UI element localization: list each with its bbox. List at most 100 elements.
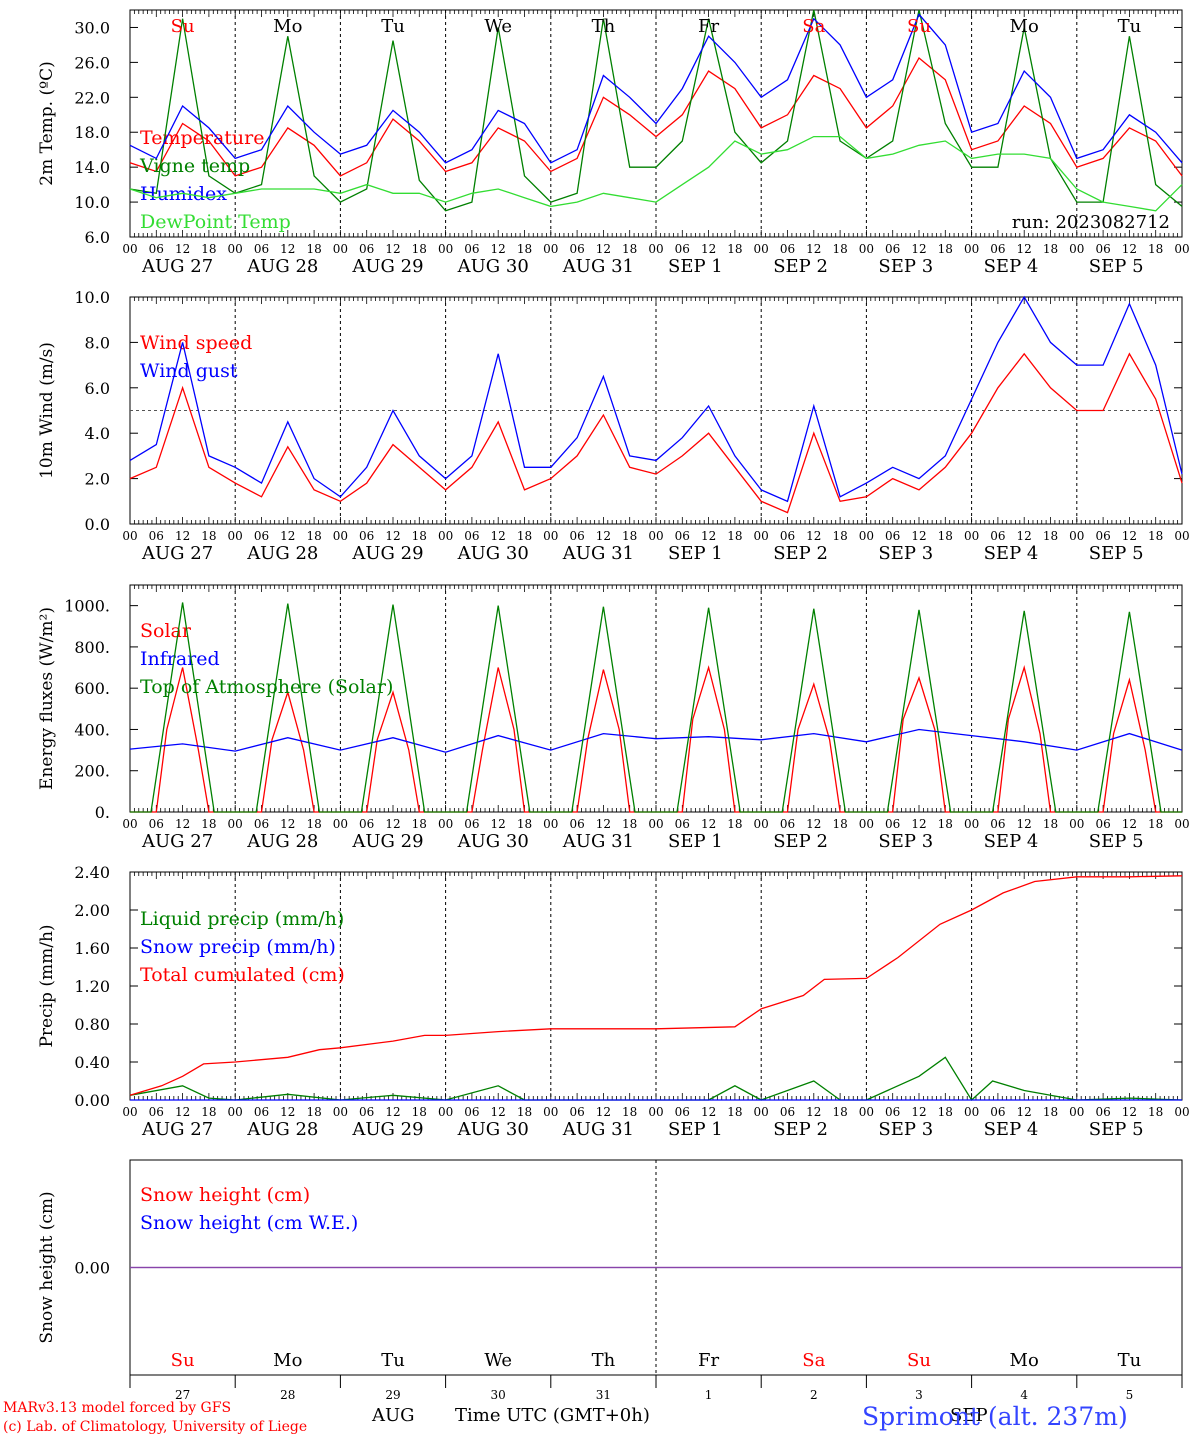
hour-tick-label: 12 (491, 242, 506, 256)
date-label: AUG 30 (457, 831, 529, 852)
hour-tick-label: 18 (1043, 817, 1058, 831)
hour-tick-label: 18 (622, 529, 637, 543)
y-tick-label: 10.0 (74, 288, 110, 307)
hour-tick-label: 12 (911, 1105, 926, 1119)
day-number-label: 27 (175, 1388, 190, 1402)
hour-tick-label: 18 (938, 1105, 953, 1119)
hour-tick-label: 12 (1122, 242, 1137, 256)
hour-tick-label: 12 (1122, 817, 1137, 831)
y-axis-label: Energy fluxes (W/m²) (37, 607, 57, 790)
day-of-week-label: Fr (698, 1350, 719, 1371)
run-label: run: 2023082712 (1012, 212, 1170, 233)
hour-tick-label: 12 (911, 529, 926, 543)
hour-tick-label: 00 (754, 817, 769, 831)
date-label: AUG 30 (457, 543, 529, 564)
date-label: SEP 3 (878, 1119, 933, 1140)
date-label: SEP 4 (984, 1119, 1039, 1140)
day-of-week-label: Tu (1118, 16, 1142, 37)
month-label-aug: AUG (372, 1405, 415, 1426)
y-axis-label: Snow height (cm) (37, 1191, 57, 1343)
day-number-label: 3 (915, 1388, 923, 1402)
hour-tick-label: 00 (1069, 242, 1084, 256)
hour-tick-label: 18 (1043, 1105, 1058, 1119)
hour-tick-label: 00 (543, 817, 558, 831)
legend-entry: DewPoint Temp (140, 211, 291, 233)
hour-tick-label: 12 (280, 817, 295, 831)
date-label: AUG 31 (562, 1119, 634, 1140)
hour-tick-label: 12 (385, 529, 400, 543)
y-tick-label: 6.0 (85, 379, 110, 398)
hour-tick-label: 12 (385, 1105, 400, 1119)
hour-tick-label: 00 (438, 242, 453, 256)
hour-tick-label: 18 (412, 242, 427, 256)
hour-tick-label: 00 (122, 529, 137, 543)
hour-tick-label: 00 (648, 1105, 663, 1119)
legend-entry: Snow height (cm W.E.) (140, 1212, 358, 1234)
date-label: AUG 28 (246, 1119, 318, 1140)
hour-tick-label: 06 (569, 242, 584, 256)
series-line-temperature (129, 56, 1183, 177)
hour-tick-label: 18 (306, 529, 321, 543)
date-label: AUG 30 (457, 256, 529, 277)
hour-tick-label: 00 (754, 529, 769, 543)
hour-tick-label: 00 (1069, 529, 1084, 543)
hour-tick-label: 00 (438, 817, 453, 831)
hour-tick-label: 06 (464, 1105, 479, 1119)
y-tick-label: 10.0 (74, 193, 110, 212)
hour-tick-label: 06 (464, 817, 479, 831)
hour-tick-label: 06 (359, 242, 374, 256)
hour-tick-label: 00 (438, 1105, 453, 1119)
y-tick-label: 14.0 (74, 158, 110, 177)
date-label: AUG 30 (457, 1119, 529, 1140)
y-tick-label: 2.0 (85, 470, 110, 489)
date-label: AUG 28 (246, 831, 318, 852)
hour-tick-label: 18 (517, 1105, 532, 1119)
y-tick-label: 2.00 (74, 901, 110, 920)
day-of-week-label: Mo (273, 16, 302, 37)
legend-entry: Solar (140, 620, 192, 642)
hour-tick-label: 12 (596, 242, 611, 256)
day-number-label: 4 (1020, 1388, 1028, 1402)
y-tick-label: 30.0 (74, 18, 110, 37)
y-tick-label: 26.0 (74, 53, 110, 72)
day-of-week-label: We (484, 16, 512, 37)
hour-tick-label: 00 (754, 1105, 769, 1119)
hour-tick-label: 00 (648, 242, 663, 256)
hour-tick-label: 06 (780, 1105, 795, 1119)
hour-tick-label: 00 (122, 817, 137, 831)
legend-entry: Snow precip (mm/h) (140, 936, 336, 958)
hour-tick-label: 18 (412, 529, 427, 543)
day-of-week-label: Tu (1118, 1350, 1142, 1371)
hour-tick-label: 00 (859, 242, 874, 256)
date-label: AUG 29 (351, 256, 423, 277)
date-label: SEP 4 (984, 831, 1039, 852)
day-number-label: 29 (385, 1388, 400, 1402)
hour-tick-label: 12 (701, 817, 716, 831)
date-label: SEP 1 (668, 256, 723, 277)
date-label: SEP 1 (668, 543, 723, 564)
hour-tick-label: 18 (1148, 1105, 1163, 1119)
day-number-label: 2 (810, 1388, 818, 1402)
date-label: SEP 2 (773, 1119, 828, 1140)
day-number-label: 31 (596, 1388, 611, 1402)
y-tick-label: 1000. (64, 597, 110, 616)
date-label: SEP 1 (668, 1119, 723, 1140)
hour-tick-label: 06 (1095, 242, 1110, 256)
legend-entry: Infrared (140, 648, 220, 670)
series-line-vigne-temp (129, 9, 1183, 212)
hour-tick-label: 00 (543, 529, 558, 543)
date-label: SEP 4 (984, 256, 1039, 277)
day-of-week-label: Su (171, 1350, 195, 1371)
hour-tick-label: 00 (438, 529, 453, 543)
hour-tick-label: 00 (228, 1105, 243, 1119)
hour-tick-label: 06 (254, 529, 269, 543)
hour-tick-label: 12 (701, 1105, 716, 1119)
date-label: AUG 29 (351, 1119, 423, 1140)
y-tick-label: 0.00 (74, 1259, 110, 1278)
hour-tick-label: 12 (385, 817, 400, 831)
hour-tick-label: 18 (832, 242, 847, 256)
hour-tick-label: 12 (806, 529, 821, 543)
hour-tick-label: 18 (306, 242, 321, 256)
date-label: AUG 31 (562, 543, 634, 564)
hour-tick-label: 18 (832, 817, 847, 831)
